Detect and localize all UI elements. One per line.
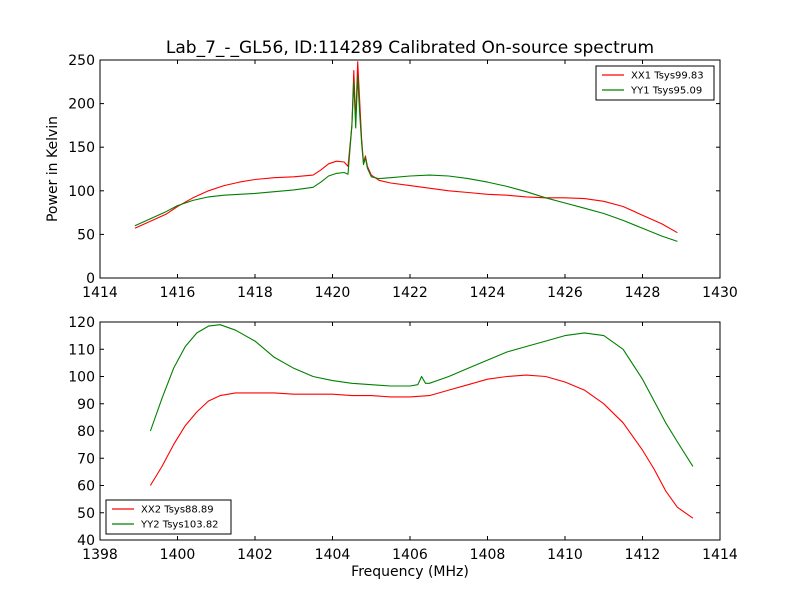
x-tick-label: 1408 (470, 547, 506, 563)
legend-label-yy2: YY2 Tsys103.82 (140, 520, 219, 531)
x-tick-label: 1406 (392, 547, 428, 563)
x-tick-label: 1404 (315, 547, 351, 563)
y-tick-label: 100 (68, 184, 95, 200)
x-tick-label: 1410 (547, 547, 583, 563)
x-tick-label: 1420 (315, 285, 351, 301)
x-axis-label: Frequency (MHz) (351, 564, 469, 580)
legend-box (105, 499, 232, 535)
x-tick-label: 1430 (702, 285, 738, 301)
legend-label-yy1: YY1 Tsys95.09 (630, 86, 702, 97)
series-layer (149, 324, 694, 519)
y-tick-label: 50 (77, 227, 95, 243)
x-tick-label: 1416 (160, 285, 196, 301)
legend-box (595, 65, 715, 101)
plot-frame (99, 59, 721, 279)
x-tick-label: 1398 (82, 547, 118, 563)
y-tick-label: 150 (68, 140, 95, 156)
y-tick-label: 60 (77, 479, 95, 495)
y-tick-label: 40 (77, 533, 95, 549)
y-tick-label: 100 (68, 370, 95, 386)
chart-bottom: Frequency (MHz) 1398 1400 1402 1404 1406 1408… (68, 315, 738, 580)
x-tick-label: 1428 (625, 285, 661, 301)
x-tick-label: 1418 (237, 285, 273, 301)
x-tick-label: 1414 (702, 547, 738, 563)
legend: XX1 Tsys99.83 YY1 Tsys95.09 (595, 65, 715, 101)
series-line-xx2 (149, 374, 694, 519)
y-tick-label: 120 (68, 315, 95, 331)
y-tick-label: 70 (77, 451, 95, 467)
series-line-yy1 (134, 75, 678, 242)
x-tick-label: 1402 (237, 547, 273, 563)
chart-top: Lab_7_-_GL56, ID:114289 Calibrated On-so… (45, 38, 738, 301)
legend-label-xx1: XX1 Tsys99.83 (631, 71, 704, 82)
y-tick-label: 0 (86, 271, 95, 287)
legend-label-xx2: XX2 Tsys88.89 (141, 505, 214, 516)
y-axis-label: Power in Kelvin (45, 116, 61, 222)
y-tick-label: 110 (68, 342, 95, 358)
x-tick-label: 1414 (82, 285, 118, 301)
y-tick-label: 50 (77, 506, 95, 522)
x-tick-label: 1422 (392, 285, 428, 301)
series-line-yy2 (149, 324, 694, 467)
tick-layer: 1414 1416 1418 1420 1422 1424 1426 1428 1430 0 50 1… (68, 53, 738, 301)
y-tick-label: 250 (68, 53, 95, 69)
x-tick-label: 1400 (160, 547, 196, 563)
y-tick-label: 80 (77, 424, 95, 440)
x-tick-label: 1426 (547, 285, 583, 301)
y-tick-label: 90 (77, 397, 95, 413)
plot-frame (99, 321, 721, 541)
x-tick-label: 1424 (470, 285, 506, 301)
y-tick-label: 200 (68, 97, 95, 113)
series-layer (134, 61, 678, 242)
series-line-xx1 (134, 61, 678, 234)
legend: XX2 Tsys88.89 YY2 Tsys103.82 (105, 499, 232, 535)
x-tick-label: 1412 (625, 547, 661, 563)
chart-title: Lab_7_-_GL56, ID:114289 Calibrated On-so… (166, 38, 654, 58)
